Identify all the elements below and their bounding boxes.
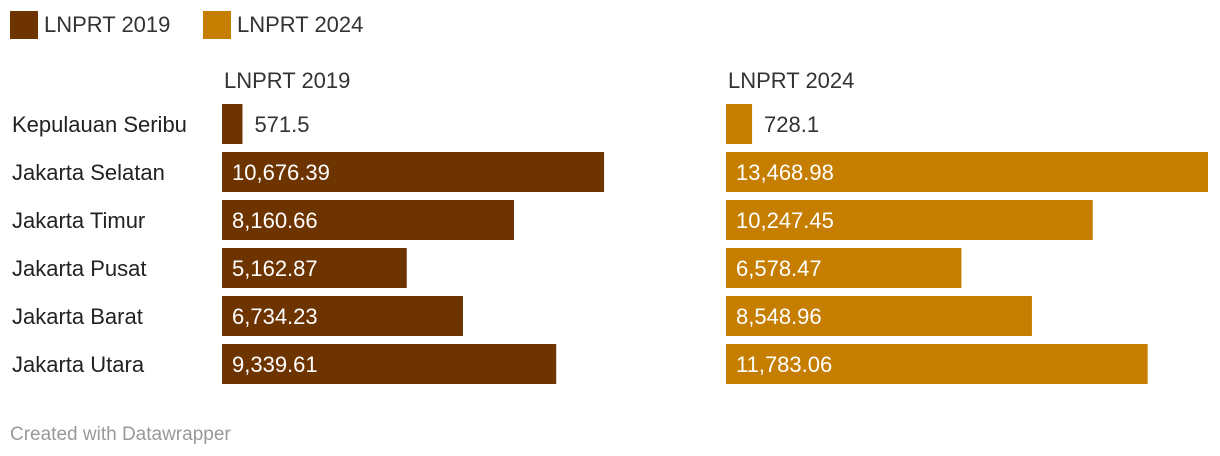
- category-labels: Kepulauan Seribu Jakarta Selatan Jakarta T…: [12, 112, 187, 377]
- legend-label-1: LNPRT 2024: [237, 12, 363, 37]
- panel-1: LNPRT 2024 728.1 13,468.98 10,247.45 6,578.4…: [726, 68, 1208, 384]
- value-label-1-5: 11,783.06: [736, 352, 832, 377]
- value-label-1-4: 8,548.96: [736, 304, 822, 329]
- value-label-1-3: 6,578.47: [736, 256, 822, 281]
- value-label-1-0: 728.1: [764, 112, 819, 137]
- bar-0-2: [222, 200, 515, 240]
- value-label-1-1: 13,468.98: [736, 160, 834, 185]
- category-label-3: Jakarta Pusat: [12, 256, 147, 281]
- category-label-5: Jakarta Utara: [12, 352, 145, 377]
- bar-1-0: [726, 104, 753, 144]
- bar-0-3: [222, 248, 407, 288]
- category-label-2: Jakarta Timur: [12, 208, 145, 233]
- value-label-0-4: 6,734.23: [232, 304, 318, 329]
- bar-1-3: [726, 248, 962, 288]
- panel-title-1: LNPRT 2024: [728, 68, 854, 93]
- bar-0-1: [222, 152, 605, 192]
- credit-text: Created with Datawrapper: [10, 424, 231, 445]
- category-label-1: Jakarta Selatan: [12, 160, 165, 185]
- bar-1-5: [726, 344, 1148, 384]
- value-label-0-2: 8,160.66: [232, 208, 318, 233]
- category-label-0: Kepulauan Seribu: [12, 112, 187, 137]
- bar-0-4: [222, 296, 463, 336]
- category-label-4: Jakarta Barat: [12, 304, 143, 329]
- value-label-1-2: 10,247.45: [736, 208, 834, 233]
- value-label-0-1: 10,676.39: [232, 160, 330, 185]
- value-label-0-0: 571.5: [254, 112, 309, 137]
- bar-0-0: [222, 104, 243, 144]
- legend-swatch-1: [203, 11, 231, 39]
- bar-1-2: [726, 200, 1093, 240]
- panel-0: LNPRT 2019 571.5 10,676.39 8,160.66 5,162.87…: [222, 68, 605, 384]
- value-label-0-3: 5,162.87: [232, 256, 318, 281]
- legend-swatch-0: [10, 11, 38, 39]
- bar-0-5: [222, 344, 557, 384]
- legend: LNPRT 2019 LNPRT 2024: [10, 11, 363, 39]
- bar-1-4: [726, 296, 1032, 336]
- panel-title-0: LNPRT 2019: [224, 68, 350, 93]
- chart-panels: LNPRT 2019 571.5 10,676.39 8,160.66 5,162.87…: [222, 68, 1208, 384]
- bar-1-1: [726, 152, 1208, 192]
- legend-label-0: LNPRT 2019: [44, 12, 170, 37]
- value-label-0-5: 9,339.61: [232, 352, 318, 377]
